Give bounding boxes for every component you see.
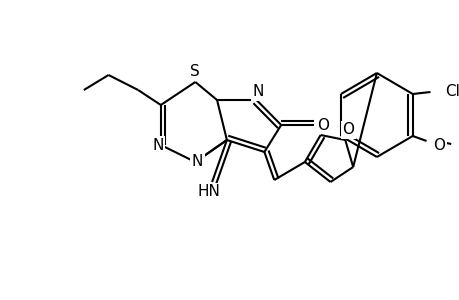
Text: N: N: [252, 85, 263, 100]
Text: N: N: [152, 137, 163, 152]
Text: O: O: [341, 122, 353, 137]
Text: O: O: [432, 137, 444, 152]
Text: S: S: [190, 64, 200, 80]
Text: N: N: [191, 154, 202, 169]
Text: HN: HN: [197, 184, 220, 200]
Text: Cl: Cl: [444, 85, 459, 100]
Text: O: O: [317, 118, 329, 133]
